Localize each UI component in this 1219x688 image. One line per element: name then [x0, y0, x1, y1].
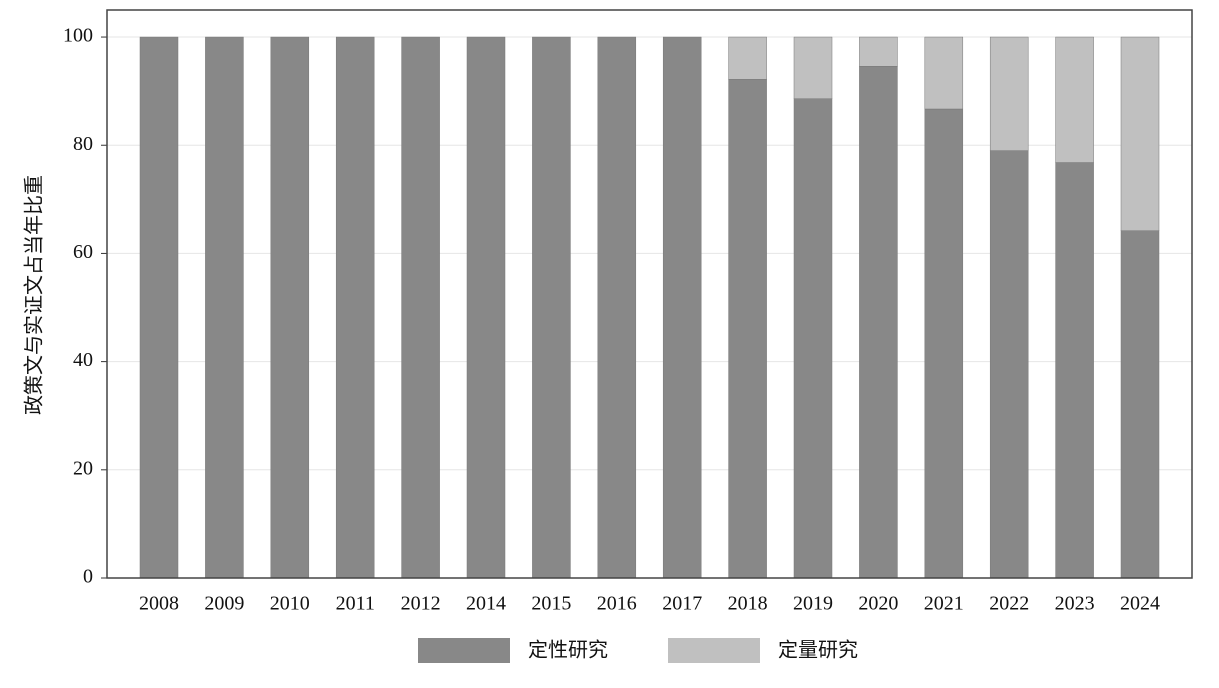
y-tick-label: 60 [73, 241, 93, 263]
bar-segment [401, 36, 440, 579]
bar-segment [989, 150, 1029, 579]
bar-segment [728, 78, 767, 579]
bar-segment [989, 36, 1029, 151]
bar-segment [1055, 162, 1094, 579]
x-tick-label: 2008 [139, 593, 179, 615]
x-tick-label: 2010 [270, 593, 310, 615]
bar-segment [532, 36, 571, 579]
y-axis-label: 政策文与实证文占当年比重 [23, 175, 46, 415]
y-tick-label: 40 [73, 349, 93, 371]
legend-swatch [418, 638, 510, 663]
legend-label: 定量研究 [778, 639, 858, 662]
x-tick-label: 2024 [1120, 593, 1160, 615]
x-tick-label: 2021 [924, 593, 964, 615]
x-tick-label: 2011 [336, 593, 375, 615]
bar-segment [270, 36, 310, 579]
legend-swatch [668, 638, 760, 663]
x-tick-label: 2022 [989, 593, 1029, 615]
x-tick-label: 2018 [728, 593, 768, 615]
bar-segment [335, 36, 375, 579]
bar-segment [859, 66, 898, 579]
legend-label: 定性研究 [528, 639, 608, 662]
bar-segment [793, 98, 833, 579]
x-tick-label: 2023 [1055, 593, 1095, 615]
bar-segment [139, 36, 179, 579]
bar-segment [924, 108, 964, 579]
y-tick-label: 80 [73, 133, 93, 155]
bar-segment [793, 36, 833, 99]
bar-segment [597, 36, 637, 579]
x-tick-label: 2017 [662, 593, 702, 615]
plot-frame [106, 9, 1193, 579]
x-tick-label: 2015 [531, 593, 571, 615]
bar-segment [1120, 230, 1160, 579]
x-tick-label: 2014 [466, 593, 506, 615]
bar-segment [205, 36, 244, 579]
bar-segment [859, 36, 898, 67]
y-tick-label: 100 [63, 25, 93, 47]
bar-segment [1120, 36, 1160, 231]
bar-segment [1055, 36, 1094, 163]
x-tick-label: 2019 [793, 593, 833, 615]
bar-segment [662, 36, 702, 579]
bar-segment [466, 36, 506, 579]
x-tick-label: 2020 [858, 593, 898, 615]
bar-segment [728, 36, 767, 80]
x-tick-label: 2012 [401, 593, 441, 615]
y-tick-label: 20 [73, 457, 93, 479]
bar-segment [924, 36, 964, 110]
y-tick-label: 0 [83, 566, 93, 588]
x-tick-label: 2016 [597, 593, 637, 615]
x-tick-label: 2009 [204, 593, 244, 615]
